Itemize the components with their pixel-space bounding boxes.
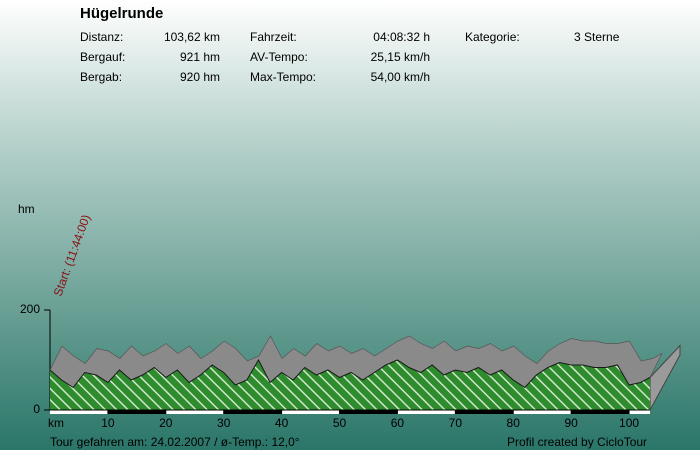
axis-segment bbox=[107, 410, 166, 414]
x-axis-label: km bbox=[48, 416, 64, 430]
stat-value: 921 hm bbox=[180, 50, 220, 64]
axis-segment bbox=[629, 410, 650, 414]
stat-label: Max-Tempo: bbox=[250, 70, 316, 84]
stat-value: 920 hm bbox=[180, 70, 220, 84]
x-tick-label: 100 bbox=[619, 416, 639, 430]
axis-segment bbox=[455, 410, 514, 414]
x-tick-label: 30 bbox=[217, 416, 231, 430]
axis-segment bbox=[223, 410, 282, 414]
x-tick-label: 90 bbox=[564, 416, 578, 430]
profile-line bbox=[49, 358, 651, 389]
y-axis-label: hm bbox=[18, 202, 35, 216]
x-tick-label: 20 bbox=[159, 416, 173, 430]
x-tick-label: 60 bbox=[391, 416, 405, 430]
stat-label: Bergab: bbox=[80, 70, 122, 84]
y-tick-label: 200 bbox=[20, 302, 40, 316]
stat-value: 54,00 km/h bbox=[371, 70, 430, 84]
axis-segment bbox=[50, 410, 108, 414]
stat-label: Bergauf: bbox=[80, 50, 125, 64]
stat-value: 25,15 km/h bbox=[371, 50, 430, 64]
y-tick-label: 0 bbox=[33, 402, 40, 416]
x-tick-label: 50 bbox=[333, 416, 347, 430]
stat-label: Fahrzeit: bbox=[250, 30, 297, 44]
axis-segment bbox=[571, 410, 630, 414]
axis-segment bbox=[339, 410, 398, 414]
axis-segment bbox=[281, 410, 340, 414]
axis-segment bbox=[165, 410, 224, 414]
x-tick-label: 40 bbox=[275, 416, 289, 430]
stat-value: 3 Sterne bbox=[574, 30, 620, 44]
stat-value: 04:08:32 h bbox=[373, 30, 430, 44]
chart-title: Hügelrunde bbox=[80, 5, 163, 22]
stat-label: AV-Tempo: bbox=[250, 50, 308, 64]
x-tick-label: 80 bbox=[507, 416, 521, 430]
stat-label: Distanz: bbox=[80, 30, 123, 44]
axis-segment bbox=[397, 410, 456, 414]
x-tick-label: 10 bbox=[101, 416, 115, 430]
stat-label: Kategorie: bbox=[465, 30, 520, 44]
profile-area bbox=[50, 360, 650, 410]
stat-value: 103,62 km bbox=[164, 30, 220, 44]
footer-right: Profil created by CicloTour bbox=[507, 435, 647, 449]
x-tick-label: 70 bbox=[449, 416, 463, 430]
footer-left: Tour gefahren am: 24.02.2007 / ø-Temp.: … bbox=[50, 435, 300, 449]
axis-segment bbox=[513, 410, 572, 414]
